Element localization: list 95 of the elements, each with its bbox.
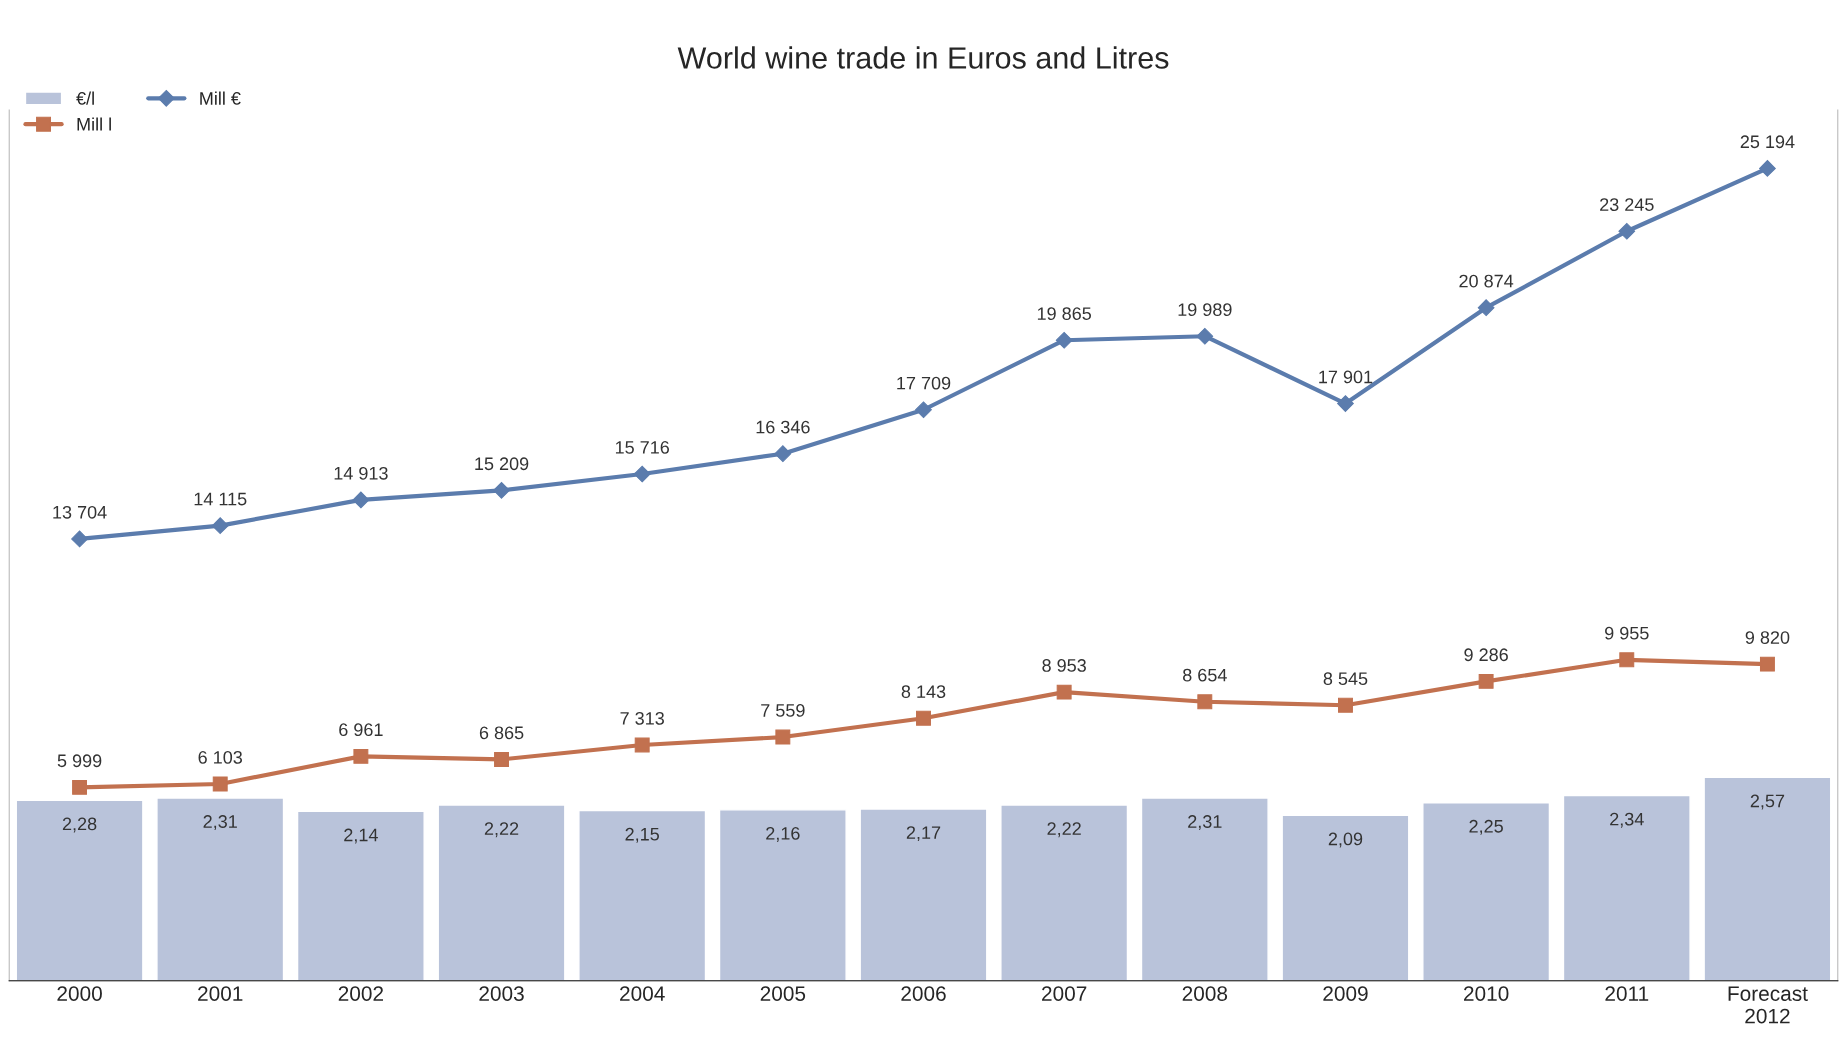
x-tick-label: 2007 (1042, 986, 1087, 1001)
data-label: 16 346 (756, 420, 810, 434)
point (72, 779, 88, 795)
data-label: 2,17 (906, 826, 941, 842)
point (353, 748, 369, 764)
x-tick-label: 2006 (901, 986, 946, 1001)
bar (1422, 802, 1551, 981)
point (1055, 331, 1073, 349)
bar (578, 809, 707, 981)
x-tick-label: 2009 (1323, 986, 1368, 1001)
data-label: 5 999 (57, 754, 102, 768)
data-label: 14 115 (194, 492, 247, 506)
x-tick-label: 2011 (1605, 986, 1649, 1001)
data-label: 2,31 (203, 815, 237, 831)
bar (1000, 804, 1129, 981)
x-tick-label: 2002 (338, 986, 383, 1001)
data-label: 2,09 (1328, 832, 1363, 848)
data-label: 14 913 (334, 466, 388, 480)
data-label: 15 716 (615, 441, 670, 454)
bar (1140, 797, 1269, 981)
data-label: 15 209 (475, 457, 529, 471)
data-label: 19 865 (1037, 307, 1092, 320)
point (1337, 395, 1354, 412)
data-label: 2,22 (1047, 822, 1081, 838)
data-label: 13 704 (53, 505, 107, 519)
x-tick-label: 2005 (760, 986, 806, 1001)
bar (296, 810, 425, 981)
data-label: 2,16 (766, 826, 800, 842)
data-label: 6 103 (198, 750, 243, 764)
point (71, 530, 88, 548)
legend-label: €/l (76, 91, 94, 105)
data-label: 6 961 (339, 723, 383, 737)
point (352, 491, 370, 509)
point (1759, 656, 1775, 672)
point (211, 517, 229, 535)
data-label: 7 559 (761, 704, 805, 717)
data-label: 8 143 (901, 685, 946, 698)
data-label: 2,34 (1610, 812, 1644, 828)
data-label: 17 901 (1319, 370, 1373, 384)
data-label: 25 194 (1740, 135, 1795, 149)
point (634, 737, 650, 753)
legend-label: Mill € (200, 91, 241, 105)
data-label: 6 865 (479, 726, 524, 740)
data-label: 20 874 (1459, 274, 1514, 288)
bar (437, 804, 566, 981)
bar (859, 808, 988, 981)
data-label: 2,28 (62, 817, 97, 833)
point (1618, 222, 1636, 240)
point (1759, 160, 1776, 177)
data-label: 9 955 (1605, 626, 1649, 640)
data-label: 8 953 (1042, 659, 1086, 672)
point (775, 729, 791, 745)
point (1196, 327, 1214, 345)
bar (718, 809, 847, 981)
chart-title: World wine trade in Euros and Litres (677, 46, 1169, 69)
data-label: 8 654 (1183, 668, 1227, 682)
x-tick-label: 2003 (479, 986, 524, 1001)
data-label: 8 545 (1323, 672, 1368, 686)
data-label: 17 709 (897, 376, 951, 390)
point (1478, 673, 1494, 689)
data-label: 2,15 (625, 827, 659, 843)
point (494, 751, 509, 767)
data-label: 2,25 (1469, 819, 1503, 835)
point (1056, 684, 1072, 700)
point (1197, 694, 1213, 710)
point (774, 445, 792, 463)
point (915, 401, 932, 419)
data-label: 19 989 (1178, 303, 1232, 316)
bar (1281, 814, 1410, 981)
point (916, 710, 931, 726)
data-label: 2,14 (344, 828, 378, 844)
x-tick-label: 2008 (1182, 986, 1228, 1001)
bar (15, 799, 144, 981)
data-label: 9 820 (1745, 631, 1790, 644)
point (1619, 652, 1635, 668)
bar (1562, 794, 1691, 981)
x-tick-label: 2010 (1464, 986, 1509, 1001)
data-label: 2,22 (484, 822, 519, 838)
point (212, 776, 228, 792)
point (1338, 697, 1353, 713)
x-tick-label: 2001 (198, 986, 243, 1001)
point (1477, 299, 1495, 317)
data-label: 23 245 (1600, 198, 1654, 211)
x-tick-label: 2004 (620, 986, 665, 1001)
bar (1703, 776, 1832, 981)
point (493, 481, 510, 499)
data-label: 2,31 (1188, 815, 1222, 831)
data-label: 9 286 (1464, 648, 1508, 662)
legend-label: Mill l (77, 117, 111, 131)
data-label: 2,57 (1750, 794, 1785, 810)
bar (156, 797, 285, 981)
data-label: 7 313 (620, 711, 664, 725)
point (633, 465, 651, 483)
x-tick-label: 2000 (57, 986, 102, 1001)
x-tick-label: Forecast 2012 (1728, 986, 1808, 1024)
